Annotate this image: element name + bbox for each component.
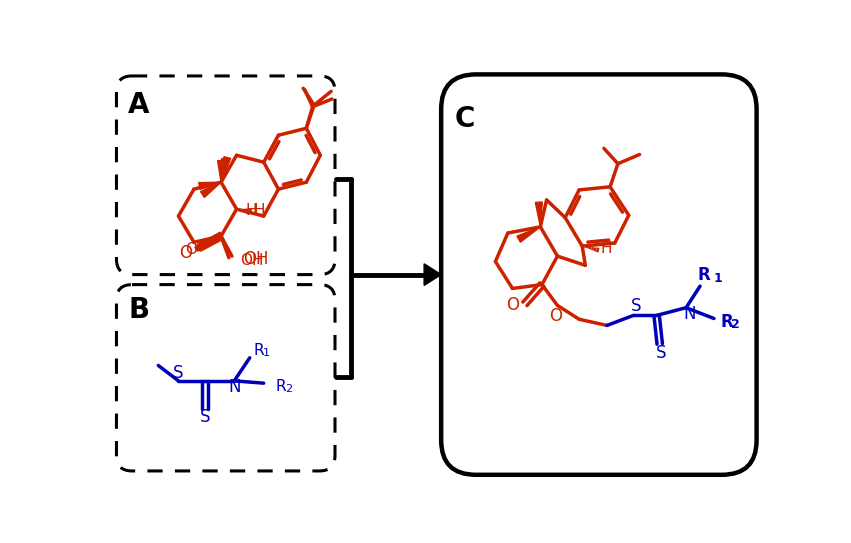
Text: S: S: [174, 364, 184, 382]
Text: B: B: [128, 296, 149, 324]
Polygon shape: [201, 182, 221, 198]
Text: C: C: [455, 105, 476, 133]
Text: R: R: [720, 313, 733, 331]
Polygon shape: [218, 161, 225, 182]
Text: H: H: [246, 203, 257, 218]
Text: R: R: [276, 379, 286, 394]
Text: 2: 2: [284, 384, 292, 394]
Text: 1: 1: [714, 272, 722, 285]
Text: OH: OH: [243, 250, 268, 268]
Text: N: N: [683, 305, 695, 323]
Text: S: S: [656, 344, 666, 362]
Text: R: R: [254, 343, 265, 357]
Text: 1: 1: [263, 348, 270, 358]
FancyBboxPatch shape: [117, 76, 335, 275]
Text: A: A: [128, 91, 150, 118]
Polygon shape: [221, 157, 231, 182]
Text: H: H: [254, 203, 266, 218]
FancyBboxPatch shape: [117, 285, 335, 471]
Polygon shape: [199, 182, 221, 190]
Text: O: O: [505, 296, 518, 314]
Text: H: H: [601, 241, 613, 256]
Polygon shape: [517, 227, 540, 242]
FancyBboxPatch shape: [441, 74, 757, 475]
Text: N: N: [228, 378, 241, 396]
Text: OH: OH: [240, 253, 263, 268]
Polygon shape: [221, 159, 228, 182]
Text: O: O: [550, 307, 563, 325]
Text: 2: 2: [731, 318, 740, 331]
Text: S: S: [631, 297, 642, 315]
Text: O: O: [179, 244, 191, 262]
Text: S: S: [199, 408, 210, 426]
Text: O: O: [186, 242, 197, 257]
Polygon shape: [424, 264, 441, 286]
Text: R: R: [698, 267, 711, 285]
Polygon shape: [535, 202, 542, 227]
